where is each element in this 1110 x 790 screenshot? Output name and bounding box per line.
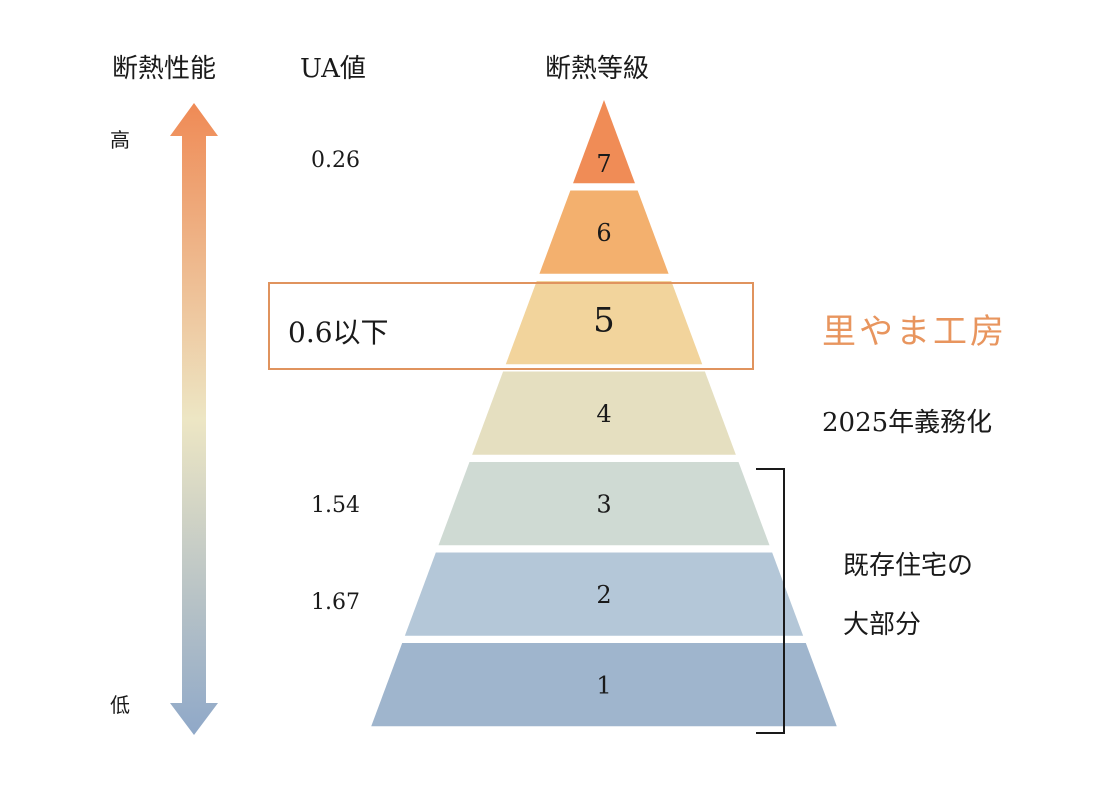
- pyramid-level-4: [472, 371, 736, 455]
- existing-homes-note-line2: 大部分: [843, 610, 922, 640]
- ua-value-grade-2: 1.67: [311, 590, 360, 615]
- pyramid-level-label-3: 3: [596, 491, 611, 519]
- pyramid-level-label-7: 7: [596, 150, 611, 178]
- pyramid-level-1: [371, 643, 837, 727]
- existing-homes-note-line1: 既存住宅の: [843, 551, 974, 581]
- label-low: 低: [110, 693, 130, 717]
- label-high: 高: [110, 128, 130, 152]
- mandatory-2025-note: 2025年義務化: [822, 408, 993, 438]
- pyramid-level-label-1: 1: [596, 672, 611, 700]
- header-performance: 断熱性能: [112, 54, 217, 84]
- pyramid-level-label-6: 6: [596, 219, 611, 247]
- pyramid-level-3: [438, 462, 770, 546]
- pyramid-level-2: [404, 552, 804, 636]
- ua-value-grade-5: 0.6以下: [288, 316, 389, 349]
- existing-homes-bracket: [756, 468, 785, 734]
- header-ua-value: UA値: [300, 54, 366, 84]
- pyramid-level-label-2: 2: [596, 581, 611, 609]
- ua-value-grade-3: 1.54: [311, 493, 360, 518]
- pyramid-level-label-4: 4: [596, 400, 611, 428]
- pyramid: 7 6 5 4 3 2 1: [371, 100, 837, 727]
- ua-value-grade-7: 0.26: [311, 148, 360, 173]
- performance-arrow: [170, 103, 218, 735]
- pyramid-level-5: [505, 281, 703, 365]
- grade-5-highlight-box: [268, 282, 754, 370]
- pyramid-level-6: [539, 190, 669, 274]
- pyramid-level-7: [573, 100, 635, 184]
- header-grade: 断熱等級: [545, 54, 650, 84]
- pyramid-level-label-5: 5: [593, 301, 615, 341]
- brand-name: 里やま工房: [822, 312, 1007, 352]
